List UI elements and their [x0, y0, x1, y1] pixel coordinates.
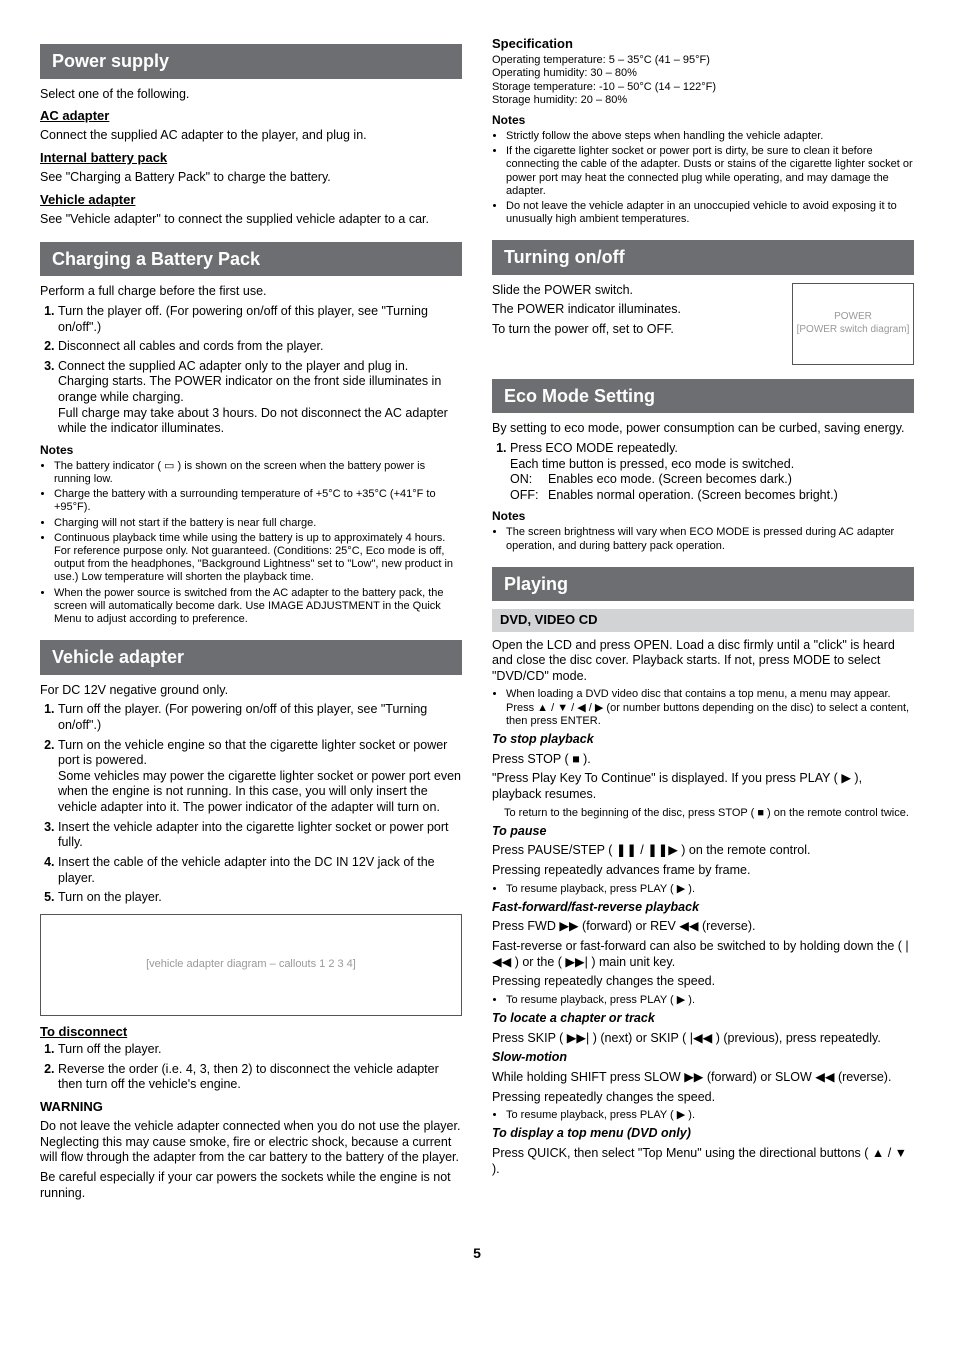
eco-on-text: Enables eco mode. (Screen becomes dark.): [548, 472, 792, 488]
slow-heading: Slow-motion: [492, 1050, 567, 1064]
ff-line-2: Fast-reverse or fast-forward can also be…: [492, 939, 914, 970]
charging-note-5: When the power source is switched from t…: [54, 587, 462, 627]
vehicle-text: See "Vehicle adapter" to connect the sup…: [40, 212, 462, 228]
right-column: Specification Operating temperature: 5 –…: [492, 30, 914, 1205]
ff-line-3: Pressing repeatedly changes the speed.: [492, 974, 914, 990]
power-illus-label: POWER: [797, 311, 910, 324]
disconnect-steps: Turn off the player. Reverse the order (…: [40, 1042, 462, 1093]
playing-header: Playing: [492, 567, 914, 602]
vehicle-heading: Vehicle adapter: [40, 192, 462, 208]
charging-note-4: Continuous playback time while using the…: [54, 532, 462, 585]
vehicle-adapter-header: Vehicle adapter: [40, 640, 462, 675]
pause-note: To resume playback, press PLAY ( ▶ ).: [506, 883, 914, 896]
battery-text: See "Charging a Battery Pack" to charge …: [40, 170, 462, 186]
playing-open: Open the LCD and press OPEN. Load a disc…: [492, 638, 914, 685]
battery-heading: Internal battery pack: [40, 150, 462, 166]
spec-line-2: Operating humidity: 30 – 80%: [492, 67, 914, 80]
charging-step-3: Connect the supplied AC adapter only to …: [58, 359, 448, 436]
vehicle-step-2: Turn on the vehicle engine so that the c…: [58, 738, 461, 815]
charging-steps: Turn the player off. (For powering on/of…: [40, 304, 462, 437]
vehicle-step-5: Turn on the player.: [58, 890, 162, 904]
topmenu-heading: To display a top menu (DVD only): [492, 1126, 691, 1140]
playing-open-note: When loading a DVD video disc that conta…: [506, 688, 914, 728]
ff-heading: Fast-forward/fast-reverse playback: [492, 900, 699, 914]
power-supply-intro: Select one of the following.: [40, 87, 462, 103]
page-number: 5: [40, 1245, 914, 1263]
power-illustration: POWER [POWER switch diagram]: [792, 283, 914, 365]
playing-subheader: DVD, VIDEO CD: [492, 609, 914, 631]
locate-line: Press SKIP ( ▶▶| ) (next) or SKIP ( |◀◀ …: [492, 1031, 914, 1047]
spec-title: Specification: [492, 36, 914, 52]
warning-text-1: Do not leave the vehicle adapter connect…: [40, 1119, 462, 1166]
eco-intro: By setting to eco mode, power consumptio…: [492, 421, 914, 437]
locate-heading: To locate a chapter or track: [492, 1011, 655, 1025]
spec-notes: Strictly follow the above steps when han…: [492, 130, 914, 226]
topmenu-line: Press QUICK, then select "Top Menu" usin…: [492, 1146, 914, 1177]
eco-off-label: OFF:: [510, 488, 542, 504]
ac-adapter-heading: AC adapter: [40, 108, 462, 124]
eco-note: The screen brightness will vary when ECO…: [506, 526, 914, 552]
ac-adapter-text: Connect the supplied AC adapter to the p…: [40, 128, 462, 144]
stop-line-1: Press STOP ( ■ ).: [492, 752, 914, 768]
vehicle-adapter-intro: For DC 12V negative ground only.: [40, 683, 462, 699]
disconnect-heading: To disconnect: [40, 1024, 462, 1040]
pause-heading: To pause: [492, 824, 546, 838]
vehicle-step-3: Insert the vehicle adapter into the ciga…: [58, 820, 449, 850]
charging-note-1: The battery indicator ( ▭ ) is shown on …: [54, 460, 462, 486]
eco-header: Eco Mode Setting: [492, 379, 914, 414]
vehicle-step-4: Insert the cable of the vehicle adapter …: [58, 855, 435, 885]
spec-note-2: If the cigarette lighter socket or power…: [506, 145, 914, 198]
stop-line-2: "Press Play Key To Continue" is displaye…: [492, 771, 914, 802]
charging-notes: The battery indicator ( ▭ ) is shown on …: [40, 460, 462, 626]
stop-note: To return to the beginning of the disc, …: [504, 807, 914, 820]
spec-line-1: Operating temperature: 5 – 35°C (41 – 95…: [492, 54, 914, 67]
playing-open-notes: When loading a DVD video disc that conta…: [492, 688, 914, 728]
warning-title: WARNING: [40, 1099, 462, 1115]
spec-note-3: Do not leave the vehicle adapter in an u…: [506, 200, 914, 226]
spec-lines: Operating temperature: 5 – 35°C (41 – 95…: [492, 54, 914, 107]
charging-intro: Perform a full charge before the first u…: [40, 284, 462, 300]
ff-line-1: Press FWD ▶▶ (forward) or REV ◀◀ (revers…: [492, 919, 914, 935]
ff-note: To resume playback, press PLAY ( ▶ ).: [506, 994, 914, 1007]
charging-note-2: Charge the battery with a surrounding te…: [54, 488, 462, 514]
slow-note: To resume playback, press PLAY ( ▶ ).: [506, 1109, 914, 1122]
spec-note-1: Strictly follow the above steps when han…: [506, 130, 914, 143]
eco-steps: Press ECO MODE repeatedly. Each time but…: [492, 441, 914, 504]
eco-off-text: Enables normal operation. (Screen become…: [548, 488, 838, 504]
disconnect-step-2: Reverse the order (i.e. 4, 3, then 2) to…: [58, 1062, 439, 1092]
pause-line-2: Pressing repeatedly advances frame by fr…: [492, 863, 914, 879]
eco-step-1: Press ECO MODE repeatedly.: [510, 441, 678, 455]
power-supply-header: Power supply: [40, 44, 462, 79]
eco-on-label: ON:: [510, 472, 542, 488]
vehicle-steps: Turn off the player. (For powering on/of…: [40, 702, 462, 906]
eco-notes-title: Notes: [492, 509, 914, 524]
slow-line-2: Pressing repeatedly changes the speed.: [492, 1090, 914, 1106]
spec-notes-title: Notes: [492, 113, 914, 128]
charging-step-2: Disconnect all cables and cords from the…: [58, 339, 323, 353]
slow-line-1: While holding SHIFT press SLOW ▶▶ (forwa…: [492, 1070, 914, 1086]
charging-header: Charging a Battery Pack: [40, 242, 462, 277]
eco-notes: The screen brightness will vary when ECO…: [492, 526, 914, 552]
charging-step-1: Turn the player off. (For powering on/of…: [58, 304, 428, 334]
vehicle-step-1: Turn off the player. (For powering on/of…: [58, 702, 427, 732]
spec-line-3: Storage temperature: -10 – 50°C (14 – 12…: [492, 81, 914, 94]
pause-line-1: Press PAUSE/STEP ( ❚❚ / ❚❚▶ ) on the rem…: [492, 843, 914, 859]
vehicle-illustration: [vehicle adapter diagram – callouts 1 2 …: [40, 914, 462, 1016]
charging-note-3: Charging will not start if the battery i…: [54, 517, 462, 530]
warning-text-2: Be careful especially if your car powers…: [40, 1170, 462, 1201]
power-illus-alt: [POWER switch diagram]: [797, 324, 910, 337]
left-column: Power supply Select one of the following…: [40, 30, 462, 1205]
charging-notes-title: Notes: [40, 443, 462, 458]
spec-line-4: Storage humidity: 20 – 80%: [492, 94, 914, 107]
disconnect-step-1: Turn off the player.: [58, 1042, 162, 1056]
stop-heading: To stop playback: [492, 732, 594, 746]
turning-onoff-header: Turning on/off: [492, 240, 914, 275]
eco-step-1-sub: Each time button is pressed, eco mode is…: [510, 457, 914, 473]
